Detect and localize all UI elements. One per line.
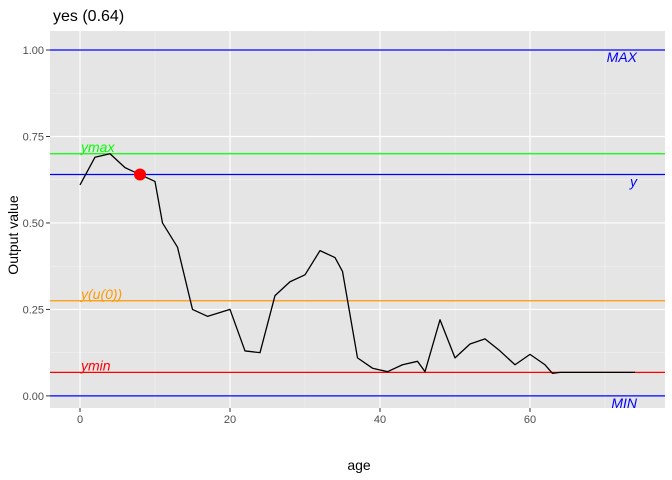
plot-panel: [50, 31, 665, 408]
x-tick-label: 40: [374, 414, 386, 426]
reference-label: y: [629, 174, 638, 190]
x-tick-label: 60: [524, 414, 536, 426]
y-tick-label: 0.25: [23, 304, 44, 316]
chart-title: yes (0.64): [53, 8, 124, 25]
x-tick-label: 20: [224, 414, 236, 426]
reference-label: ymax: [80, 139, 115, 155]
reference-label: ymin: [80, 357, 111, 373]
y-tick-label: 0.75: [23, 131, 44, 143]
point-layer: [134, 168, 146, 181]
reference-labels: MAX ymax y y(u(0)) ymin MIN: [80, 49, 638, 411]
axes: 0 20 40 60 0.00 0.25 0.50 0.75 1.00: [23, 45, 537, 426]
y-tick-label: 0.00: [23, 391, 44, 403]
series-layer: [79, 153, 635, 375]
reference-label: MAX: [607, 49, 638, 65]
y-tick-label: 0.50: [23, 218, 44, 230]
series-line: [79, 153, 635, 375]
reference-label: y(u(0)): [80, 286, 122, 302]
reference-label: MIN: [611, 395, 638, 411]
x-axis-title: age: [347, 457, 371, 473]
y-axis-title: Output value: [5, 195, 21, 275]
x-tick-label: 0: [77, 414, 83, 426]
observation-point: [134, 168, 146, 181]
y-tick-label: 1.00: [23, 45, 44, 57]
